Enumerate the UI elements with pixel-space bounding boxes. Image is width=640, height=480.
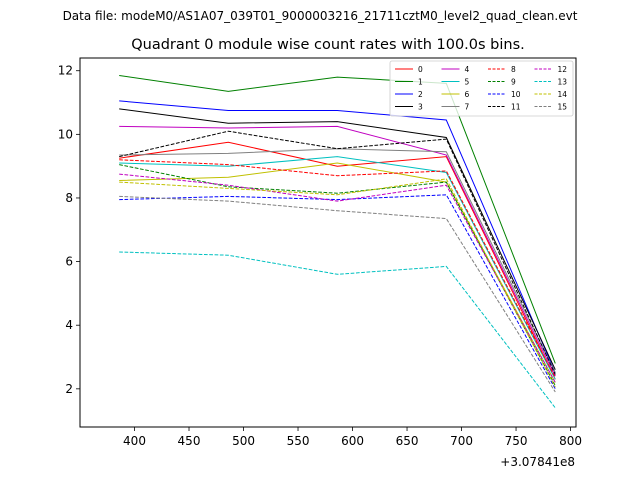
legend-label-0: 0 xyxy=(418,65,423,74)
legend-label-14: 14 xyxy=(558,90,568,99)
x-tick-label: 650 xyxy=(396,434,419,448)
legend-label-7: 7 xyxy=(465,103,470,112)
x-tick-label: 400 xyxy=(123,434,146,448)
legend-label-1: 1 xyxy=(418,78,423,87)
series-line-14 xyxy=(119,178,556,388)
y-tick-label: 4 xyxy=(65,318,73,332)
x-tick-label: 700 xyxy=(450,434,473,448)
y-tick-label: 10 xyxy=(58,127,73,141)
x-tick-label: 750 xyxy=(505,434,528,448)
y-tick-label: 12 xyxy=(58,64,73,78)
legend-label-3: 3 xyxy=(418,103,423,112)
series-line-2 xyxy=(119,100,556,374)
series-line-7 xyxy=(119,148,556,374)
legend-label-15: 15 xyxy=(558,103,568,112)
legend-label-9: 9 xyxy=(511,78,516,87)
legend-label-6: 6 xyxy=(465,90,470,99)
legend-label-4: 4 xyxy=(465,65,470,74)
series-line-8 xyxy=(119,159,556,378)
series-line-9 xyxy=(119,164,556,386)
plot-area xyxy=(119,75,556,409)
series-line-11 xyxy=(119,130,556,375)
series-line-1 xyxy=(119,75,556,364)
axes-frame xyxy=(79,57,577,428)
x-tick-label: 450 xyxy=(178,434,201,448)
series-line-5 xyxy=(119,156,556,380)
series-line-0 xyxy=(119,141,556,380)
x-tick-label: 800 xyxy=(559,434,582,448)
legend-box xyxy=(389,60,574,117)
x-tick-label: 500 xyxy=(232,434,255,448)
chart-title: Quadrant 0 module wise count rates with … xyxy=(131,37,525,53)
series-line-15 xyxy=(119,195,556,393)
legend-label-2: 2 xyxy=(418,90,423,99)
legend-label-11: 11 xyxy=(511,103,521,112)
series-line-12 xyxy=(119,173,556,383)
legend-label-8: 8 xyxy=(511,65,516,74)
x-tick-label: 600 xyxy=(341,434,364,448)
series-line-13 xyxy=(119,251,556,409)
series-line-10 xyxy=(119,194,556,390)
legend-label-10: 10 xyxy=(511,90,521,99)
legend-label-5: 5 xyxy=(465,78,470,87)
legend-label-12: 12 xyxy=(558,65,568,74)
series-line-4 xyxy=(119,125,556,377)
y-tick-label: 8 xyxy=(65,191,73,205)
legend-label-13: 13 xyxy=(558,78,568,87)
y-tick-label: 6 xyxy=(65,255,73,269)
series-line-3 xyxy=(119,108,556,370)
x-tick-label: 550 xyxy=(287,434,310,448)
y-tick-label: 2 xyxy=(65,382,73,396)
chart-suptitle: Data file: modeM0/AS1A07_039T01_90000032… xyxy=(63,9,578,23)
x-offset-label: +3.07841e8 xyxy=(500,455,575,469)
